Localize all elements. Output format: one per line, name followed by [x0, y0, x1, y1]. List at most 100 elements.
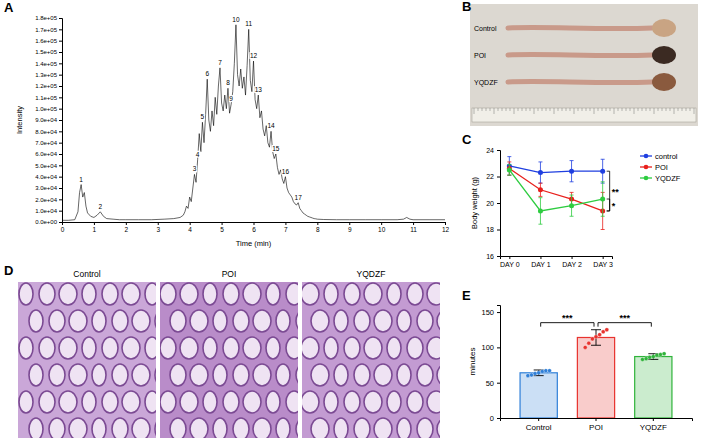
tick: 4.0e+04: [35, 174, 62, 180]
panel-letter: A: [4, 0, 14, 15]
tick-mark: [653, 418, 654, 421]
data-point: [605, 328, 609, 332]
label-patch: [226, 79, 231, 86]
tick: 1.5e+05: [35, 49, 62, 55]
image-background: [18, 282, 156, 438]
ruler-tick: [534, 108, 535, 114]
crypt: [407, 391, 423, 413]
data-point: [547, 369, 551, 373]
ruler-tick: [594, 108, 595, 114]
significance-label: ***: [619, 313, 630, 323]
tick: 8.0e+04: [35, 129, 62, 135]
significance-bracket: [598, 323, 651, 327]
tick-mark: [59, 120, 62, 121]
tick-mark: [59, 97, 62, 98]
ruler-tick: [474, 108, 475, 114]
error-bar-part: [591, 345, 601, 346]
crypt: [112, 364, 128, 386]
tick-mark: [190, 222, 191, 225]
data-point: [662, 352, 666, 356]
crypt: [132, 310, 150, 332]
crypt: [437, 364, 440, 386]
crypt: [276, 418, 290, 438]
tick: Control: [526, 418, 552, 432]
plot-area: [520, 328, 672, 418]
crypt: [203, 337, 217, 359]
significance-label: **: [612, 187, 620, 197]
crypt: [112, 418, 128, 438]
crypt: [122, 337, 140, 359]
crypt: [160, 337, 176, 359]
tick: 0: [490, 414, 500, 423]
crypt: [344, 337, 360, 359]
error-bar-part: [507, 175, 511, 176]
tick-label: 12: [442, 226, 450, 233]
crypt: [145, 391, 156, 413]
panel-letter: E: [462, 288, 471, 303]
error-bar: [601, 159, 605, 183]
bar: [635, 357, 672, 418]
data-point: [648, 355, 652, 359]
tick-label: 9: [348, 226, 352, 233]
tick: 9.0e+04: [35, 117, 62, 123]
ruler-tick: [570, 108, 571, 111]
tick: 1.1e+05: [35, 95, 62, 101]
tick: 20: [486, 200, 500, 207]
tick: 5.0e+04: [35, 163, 62, 169]
significance-bracket: [607, 199, 610, 211]
tick-label: 4: [188, 226, 192, 233]
crypt: [407, 337, 423, 359]
crypt: [190, 310, 208, 332]
crypt: [39, 283, 55, 305]
tick-mark: [59, 199, 62, 200]
tick-mark: [497, 418, 500, 419]
tick-label: 1.8e+05: [35, 15, 58, 21]
tick-label: 7: [284, 226, 288, 233]
tick-mark: [59, 188, 62, 189]
error-bar-part: [538, 196, 542, 197]
panel-letter: B: [462, 0, 471, 14]
ruler-tick: [626, 108, 627, 111]
crypt: [417, 310, 433, 332]
ruler-tick: [670, 108, 671, 111]
error-bar-part: [538, 183, 542, 184]
ruler-tick: [586, 108, 587, 111]
ruler-tick: [566, 108, 567, 111]
legend-marker: [644, 154, 649, 159]
tick-label: 24: [486, 147, 494, 154]
crypt: [233, 364, 249, 386]
error-bar-part: [570, 195, 574, 196]
tick: POI: [589, 418, 603, 432]
tick-mark: [59, 41, 62, 42]
crypt: [92, 364, 106, 386]
crypt: [266, 337, 280, 359]
ruler-tick: [610, 108, 611, 111]
tick-label: 7.0e+04: [35, 140, 58, 146]
tick: 1.6e+05: [35, 38, 62, 44]
peak-number: 4: [196, 151, 200, 158]
tick: 6.0e+04: [35, 151, 62, 157]
cecum: [652, 73, 676, 91]
ruler-tick: [538, 108, 539, 111]
tick: 22: [486, 173, 500, 180]
crypt: [203, 391, 217, 413]
tick-mark: [59, 143, 62, 144]
tick-mark: [509, 256, 510, 259]
crypt: [276, 364, 290, 386]
tick: 0.0e+00: [35, 219, 62, 225]
tick-mark: [59, 211, 62, 212]
crypt: [286, 337, 298, 359]
tick-mark: [59, 109, 62, 110]
tick-label: 8.0e+04: [35, 129, 58, 135]
ruler-tick: [486, 108, 487, 111]
ruler-tick: [642, 108, 643, 111]
crypt: [170, 364, 186, 386]
tick-label: 1.2e+05: [35, 83, 58, 89]
photo-background: [470, 4, 698, 126]
ruler-tick: [590, 108, 591, 111]
crypt: [296, 418, 298, 438]
tick-label: YQDZF: [640, 423, 667, 432]
x-axis: Control POI YQDZF: [501, 418, 693, 432]
tick-label: 5: [220, 226, 224, 233]
ruler-tick: [678, 108, 679, 111]
